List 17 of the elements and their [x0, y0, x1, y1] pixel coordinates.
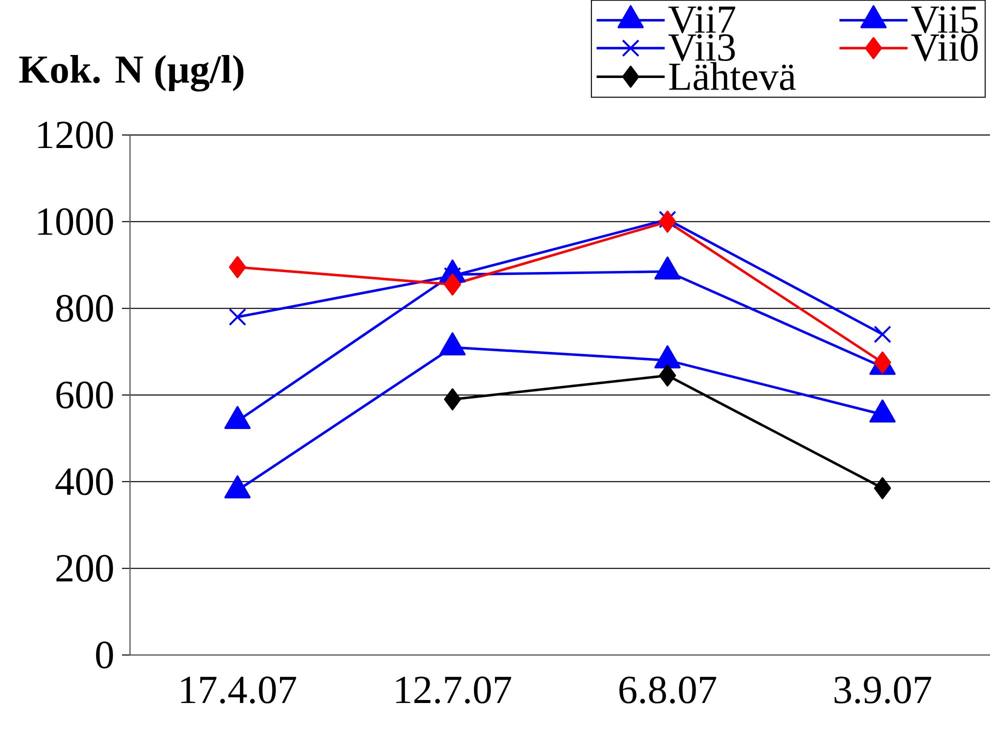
y-tick-label: 600 — [56, 382, 113, 408]
x-tick-label: 3.9.07 — [834, 676, 932, 704]
y-tick-label: 1200 — [38, 122, 113, 148]
y-tick-label: 400 — [55, 468, 113, 496]
legend-label: Vii5 — [911, 6, 978, 34]
legend-label: Vii0 — [911, 34, 978, 62]
x-tick-label: 17.4.07 — [181, 676, 296, 704]
legend-label: Vii7 — [668, 6, 736, 34]
y-tick-label: 0 — [96, 642, 113, 668]
legend-label: Lähtevä — [669, 62, 796, 90]
legend-label: Vii3 — [668, 34, 735, 62]
x-tick-label: 12.7.07 — [396, 676, 512, 704]
x-tick-label: 6.8.07 — [619, 676, 716, 704]
y-tick-label: 200 — [56, 554, 113, 582]
y-axis-title: Kok. N (µg/l) — [19, 55, 244, 92]
y-tick-label: 800 — [56, 294, 113, 322]
y-tick-label: 1000 — [38, 208, 113, 236]
